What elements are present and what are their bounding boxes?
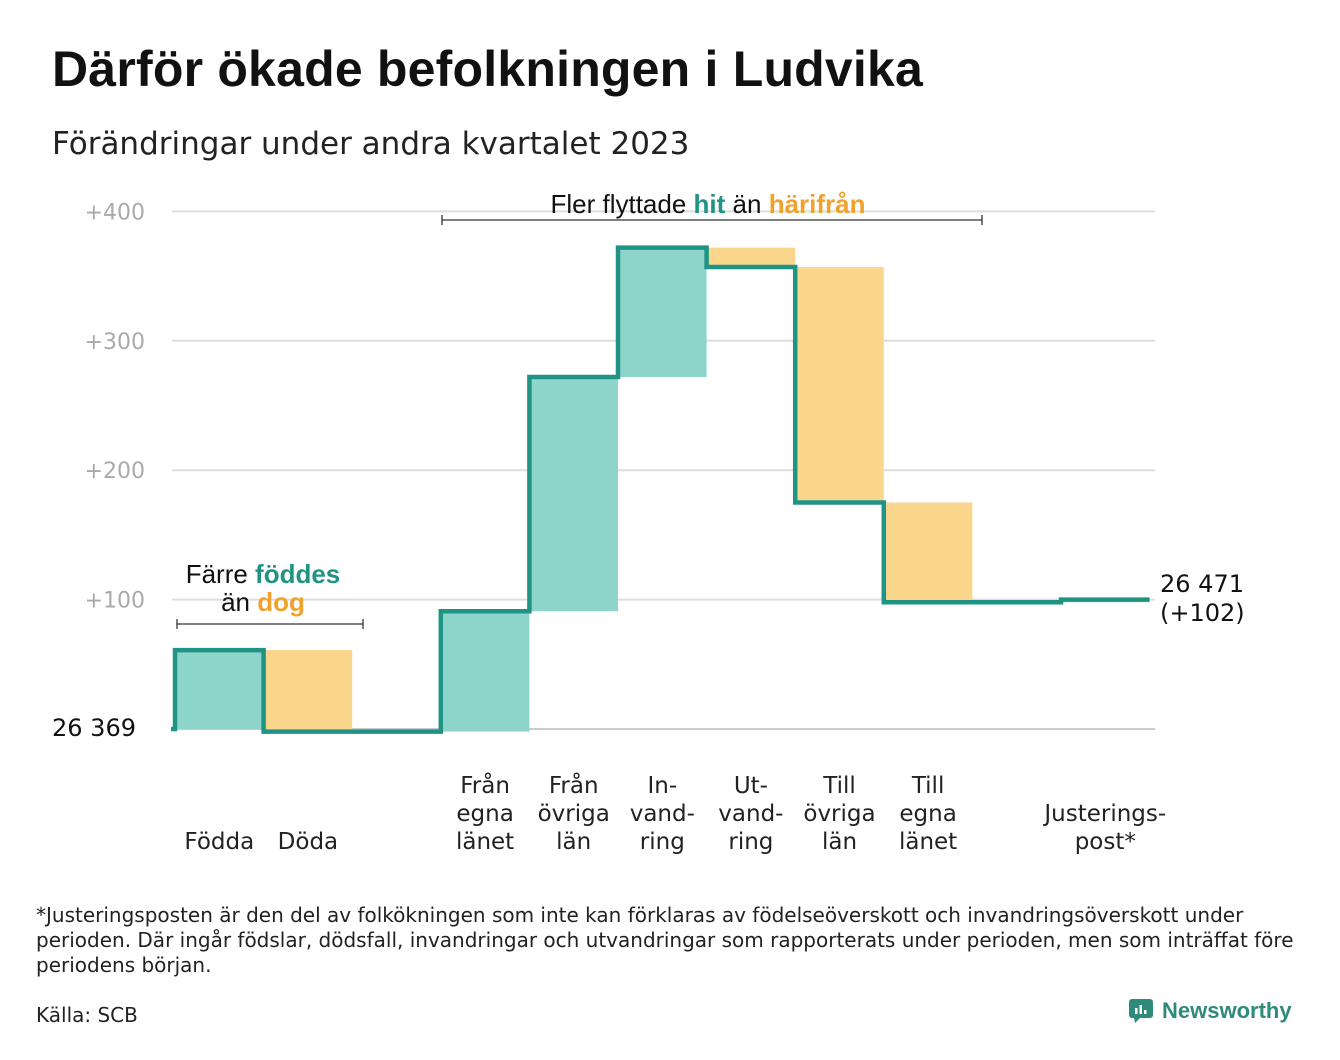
category-label: ring	[728, 829, 773, 855]
end-value-label: 26 471	[1160, 570, 1244, 598]
source-note: Källa: SCB	[36, 1003, 138, 1027]
category-label: Till	[822, 773, 856, 799]
brand-logo: Newsworthy	[1128, 998, 1292, 1024]
category-label: egna	[899, 801, 956, 827]
y-tick-label: +400	[85, 200, 145, 225]
category-label: vand-	[718, 801, 783, 827]
annotation-plain-span: Färre	[186, 559, 255, 589]
annotation-text: än dog	[221, 587, 305, 617]
y-tick-label: +100	[85, 589, 145, 614]
start-value-label: 26 369	[52, 714, 136, 742]
footnote: *Justeringsposten är den del av folkökni…	[36, 903, 1294, 977]
category-label: länet	[899, 829, 957, 855]
category-label: Justerings-	[1042, 801, 1166, 827]
newsworthy-logo-icon	[1129, 999, 1153, 1023]
category-label: vand-	[630, 801, 695, 827]
category-label: län	[822, 829, 857, 855]
annotation-plain-span: än	[725, 189, 768, 219]
y-tick-label: +300	[85, 330, 145, 355]
category-label: post*	[1075, 829, 1136, 855]
y-tick-label: +200	[85, 459, 145, 484]
category-label: In-	[647, 773, 677, 799]
end-change-label: (+102)	[1160, 599, 1245, 627]
population-step-line	[171, 245, 1150, 734]
decrease-bar	[263, 650, 353, 732]
annotation-hit-span: föddes	[255, 559, 340, 589]
category-label: Från	[460, 771, 510, 799]
increase-bar	[529, 377, 618, 612]
category-label: Från	[549, 771, 599, 799]
category-label: Till	[911, 773, 945, 799]
decrease-bar	[795, 267, 884, 503]
annotation-text: Fler flyttade hit än härifrån	[550, 189, 865, 219]
increase-bar	[175, 650, 264, 729]
decrease-bar	[883, 502, 973, 603]
annotation-plain-span: Fler flyttade	[550, 189, 693, 219]
category-label: övriga	[803, 801, 875, 827]
annotation-harifran-span: dog	[257, 587, 305, 617]
category-label: Döda	[278, 829, 338, 855]
category-label: län	[556, 829, 591, 855]
category-label: Ut-	[734, 773, 768, 799]
annotation-harifran-span: härifrån	[769, 189, 866, 219]
chart-subtitle: Förändringar under andra kvartalet 2023	[52, 126, 690, 162]
chart-title: Därför ökade befolkningen i Ludvika	[52, 41, 924, 97]
brand-name: Newsworthy	[1162, 998, 1292, 1023]
increase-bar	[618, 247, 707, 378]
category-label: övriga	[538, 801, 610, 827]
category-label: egna	[456, 801, 513, 827]
annotation-plain-span: än	[221, 587, 257, 617]
increase-bar	[440, 611, 530, 732]
category-label: länet	[456, 829, 514, 855]
decrease-bar	[706, 247, 796, 268]
annotation-text: Färre föddes	[186, 559, 341, 589]
category-label: ring	[640, 829, 685, 855]
category-label: Födda	[184, 829, 254, 855]
annotation-hit-span: hit	[694, 189, 726, 219]
